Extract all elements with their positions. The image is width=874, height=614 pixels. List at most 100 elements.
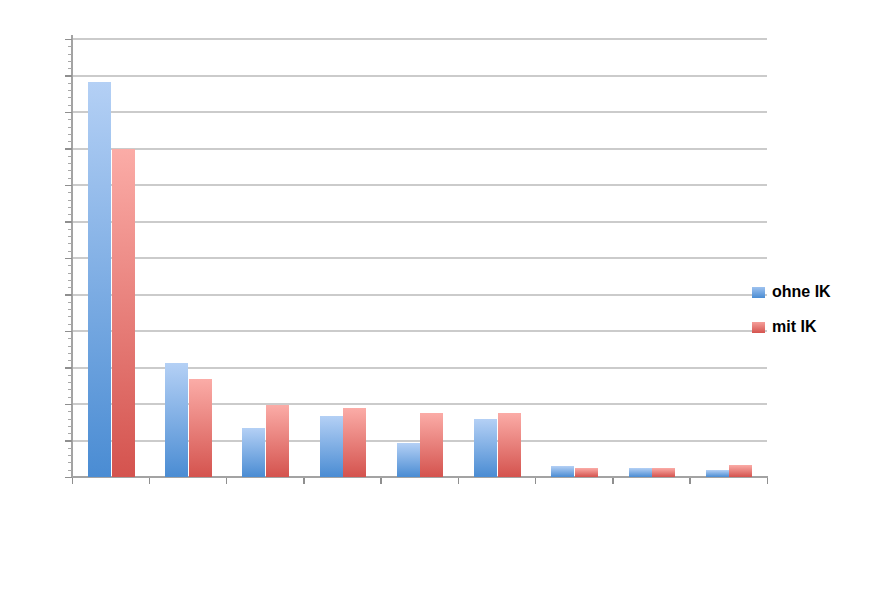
y-axis-minor-tick [68,90,72,91]
x-axis-tick [689,478,691,484]
bar-mit-ik-reports [420,413,443,477]
legend-item-ohne-ik: ohne IK [752,283,831,301]
y-axis-minor-tick [68,243,72,244]
y-axis-minor-tick [68,455,72,456]
y-axis-minor-tick [68,411,72,412]
y-axis-minor-tick [68,192,72,193]
y-axis-minor-tick [68,287,72,288]
bar-ohne-ik-reports [397,443,420,477]
y-axis-minor-tick [68,68,72,69]
y-axis-minor-tick [68,273,72,274]
y-axis-minor-tick [68,389,72,390]
y-axis-minor-tick [68,46,72,47]
y-axis-minor-tick [68,61,72,62]
y-axis-major-tick [65,112,72,114]
bar-chart: ohne IK mit IK [0,0,874,614]
y-axis-minor-tick [68,280,72,281]
y-axis-minor-tick [68,375,72,376]
y-axis-minor-tick [68,105,72,106]
gridline [72,38,767,40]
gridline [72,294,767,296]
legend-swatch-mit-ik [752,322,765,333]
y-axis-major-tick [65,148,72,150]
gridline [72,184,767,186]
y-axis-minor-tick [68,178,72,179]
y-axis-major-tick [65,331,72,333]
y-axis-minor-tick [68,54,72,55]
bar-ohne-ik-diss [629,468,652,477]
x-axis-tick [612,478,614,484]
bar-mit-ik-kongressbei [498,413,521,477]
y-axis-minor-tick [68,127,72,128]
gridline [72,330,767,332]
x-axis-tick [72,478,74,484]
y-axis-minor-tick [68,170,72,171]
y-axis-minor-tick [68,214,72,215]
x-axis-tick [535,478,537,484]
bar-mit-ik-diverses [729,465,752,477]
y-axis-minor-tick [68,346,72,347]
y-axis-major-tick [65,258,72,260]
bar-ohne-ik-zts-artikel [88,82,111,477]
x-axis-tick [458,478,460,484]
y-axis-minor-tick [68,265,72,266]
legend-label: mit IK [772,318,816,336]
bar-ohne-ik-artikel-buch [320,416,343,477]
legend-label: ohne IK [772,283,831,301]
legend-item-mit-ik: mit IK [752,318,816,336]
y-axis-major-tick [65,367,72,369]
legend-swatch-ohne-ik [752,287,765,298]
x-axis-tick [303,478,305,484]
x-axis-tick [149,478,151,484]
bar-mit-ik-buch [189,379,212,477]
y-axis-major-tick [65,294,72,296]
y-axis-minor-tick [68,309,72,310]
y-axis-major-tick [65,404,72,406]
bar-ohne-ik-webpage [242,428,265,477]
bar-mit-ik-masterarb [575,468,598,477]
y-axis-minor-tick [68,433,72,434]
y-axis-minor-tick [68,324,72,325]
y-axis-minor-tick [68,119,72,120]
y-axis-major-tick [65,39,72,41]
bar-mit-ik-diss [652,468,675,477]
y-axis-minor-tick [68,97,72,98]
y-axis-minor-tick [68,156,72,157]
x-axis-tick [226,478,228,484]
y-axis-major-tick [65,75,72,77]
y-axis-minor-tick [68,382,72,383]
y-axis-minor-tick [68,200,72,201]
x-axis-tick [380,478,382,484]
bar-ohne-ik-kongressbei [474,419,497,477]
y-axis-minor-tick [68,419,72,420]
y-axis-minor-tick [68,470,72,471]
y-axis-minor-tick [68,353,72,354]
y-axis-minor-tick [68,236,72,237]
y-axis-major-tick [65,185,72,187]
y-axis-minor-tick [68,229,72,230]
y-axis-minor-tick [68,462,72,463]
x-axis-tick [767,478,769,484]
bar-ohne-ik-diverses [706,470,729,477]
gridline [72,257,767,259]
y-axis-minor-tick [68,448,72,449]
gridline [72,148,767,150]
gridline [72,75,767,77]
y-axis-minor-tick [68,316,72,317]
y-axis-minor-tick [68,251,72,252]
gridline [72,221,767,223]
y-axis-minor-tick [68,163,72,164]
y-axis-minor-tick [68,302,72,303]
y-axis-major-tick [65,440,72,442]
bar-mit-ik-zts-artikel [112,149,135,477]
y-axis-minor-tick [68,338,72,339]
y-axis-minor-tick [68,83,72,84]
y-axis-minor-tick [68,426,72,427]
y-axis-minor-tick [68,397,72,398]
bar-ohne-ik-buch [165,363,188,477]
bar-mit-ik-artikel-buch [343,408,366,477]
y-axis-minor-tick [68,134,72,135]
gridline [72,111,767,113]
y-axis-major-tick [65,221,72,223]
y-axis-minor-tick [68,141,72,142]
